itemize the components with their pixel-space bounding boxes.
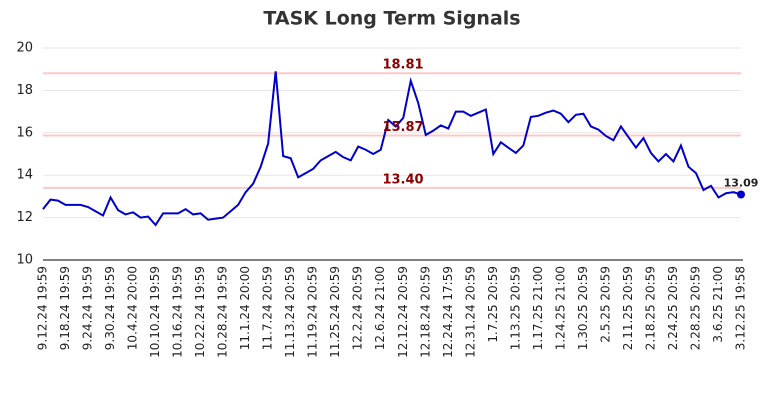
last-point [737,190,745,199]
chart-title: TASK Long Term Signals [263,8,520,30]
x-tick-label: 2.18.25 20:59 [643,266,657,350]
x-tick-label: 1.24.25 21:00 [553,266,567,350]
signal-label: 13.40 [382,172,423,187]
x-tick-label: 9.18.24 19:59 [58,266,72,350]
x-tick-label: 1.13.25 20:59 [508,266,522,350]
line [42,71,742,227]
x-tick-label: 1.30.25 20:59 [576,266,590,350]
x-tick-label: 10.28.24 19:59 [216,266,230,358]
y-tick-label: 14 [16,168,33,183]
signal-label: 18.81 [382,58,423,73]
x-tick-label: 3.12.25 19:58 [734,266,748,350]
x-tick-label: 12.24.24 17:59 [441,266,455,358]
y-tick-label: 20 [16,41,33,56]
x-tick-label: 9.24.24 19:59 [81,266,95,350]
x-tick-label: 2.5.25 20:59 [598,266,612,343]
last-value-label: 13.09 [724,176,759,189]
signal-label: 15.87 [382,120,423,135]
y-tick-label: 12 [16,210,33,225]
x-tick-label: 9.30.24 19:59 [103,266,117,350]
x-tick-label: 11.1.24 20:00 [238,266,252,350]
x-tick-label: 1.17.25 21:00 [531,266,545,350]
x-tick-label: 11.19.24 20:59 [306,266,320,358]
x-tick-label: 10.4.24 20:00 [126,266,140,350]
x-tick-label: 12.6.24 21:00 [373,266,387,350]
y-tick-label: 18 [16,83,33,98]
x-tick-label: 2.28.25 20:59 [688,266,702,350]
x-tick-label: 9.12.24 19:59 [36,266,50,350]
x-tick-label: 2.11.25 20:59 [621,266,635,350]
x-tick-label: 12.18.24 20:59 [418,266,432,358]
y-tick-label: 16 [16,125,33,140]
x-tick-label: 1.7.25 20:59 [486,266,500,343]
y-tick-label: 10 [16,253,33,268]
x-tick-label: 2.24.25 20:59 [666,266,680,350]
x-tick-label: 11.25.24 20:59 [328,266,342,358]
x-tick-label: 12.2.24 20:59 [351,266,365,350]
x-tick-label: 12.31.24 20:59 [463,266,477,358]
x-tick-label: 3.6.25 21:00 [711,266,725,343]
x-tick-label: 11.7.24 20:59 [261,266,275,350]
x-tick-label: 10.16.24 19:59 [171,266,185,358]
x-tick-label: 12.12.24 20:59 [396,266,410,358]
x-tick-label: 11.13.24 20:59 [283,266,297,358]
x-tick-label: 10.10.24 19:59 [148,266,162,358]
x-tick-label: 10.22.24 19:59 [193,266,207,358]
